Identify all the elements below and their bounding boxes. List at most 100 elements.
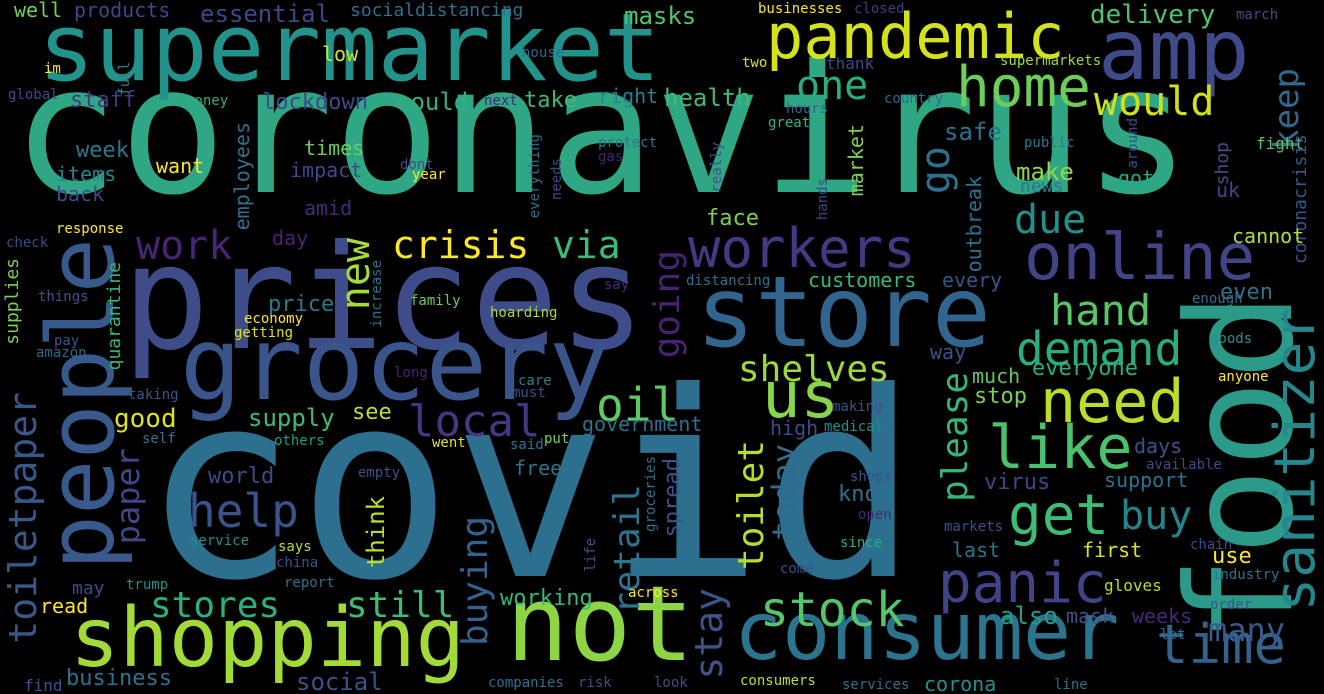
- word-quarantine: quarantine: [104, 262, 125, 371]
- word-long: long: [394, 365, 428, 381]
- word-care: care: [518, 373, 552, 389]
- word-outbreak: outbreak: [962, 176, 986, 273]
- word-health: health: [664, 84, 751, 112]
- word-industry: industry: [1212, 567, 1280, 583]
- word-anyone: anyone: [1218, 369, 1269, 385]
- word-house: house: [522, 45, 565, 61]
- word-read: read: [40, 594, 89, 618]
- word-right: right: [598, 84, 659, 108]
- word-socialdistancing: socialdistancing: [350, 0, 524, 21]
- word-via: via: [552, 223, 621, 267]
- word-weeks: weeks: [1132, 604, 1193, 628]
- word-not: not: [506, 563, 694, 685]
- word-great: great: [768, 115, 811, 131]
- word-around: around: [1125, 118, 1141, 169]
- word-got: got: [1118, 166, 1155, 190]
- word-said: said: [510, 437, 544, 453]
- word-closed: closed: [854, 1, 905, 17]
- word-life: life: [583, 538, 599, 572]
- word-amazon: amazon: [36, 345, 87, 361]
- word-oil: oil: [596, 378, 680, 432]
- word-staff: staff: [70, 88, 137, 113]
- word-making: making: [832, 399, 883, 415]
- word-report: report: [284, 575, 335, 591]
- word-crisis: crisis: [392, 223, 530, 267]
- word-good: good: [114, 404, 177, 434]
- word-country: country: [884, 91, 944, 107]
- word-paper: paper: [109, 448, 147, 545]
- word-local: local: [408, 396, 541, 447]
- word-enough: enough: [1192, 291, 1243, 307]
- word-china: china: [276, 555, 319, 571]
- word-medical: medical: [824, 419, 884, 435]
- word-goods: goods: [1210, 331, 1253, 347]
- word-sanitizer: sanitizer: [1263, 308, 1324, 612]
- word-needs: needs: [549, 158, 565, 201]
- word-increase: increase: [369, 260, 385, 328]
- word-taking: taking: [128, 387, 179, 403]
- word-pandemic: pandemic: [766, 0, 1065, 73]
- word-risk: risk: [578, 675, 612, 691]
- word-essential: essential: [200, 0, 331, 28]
- word-really: really: [709, 142, 725, 193]
- word-money: money: [186, 93, 229, 109]
- word-says: says: [278, 539, 312, 555]
- word-self: self: [142, 431, 176, 447]
- word-line: line: [1054, 677, 1088, 693]
- word-cannot: cannot: [1232, 224, 1305, 248]
- word-think: think: [362, 496, 390, 569]
- word-support: support: [1104, 468, 1189, 492]
- word-delivery: delivery: [1090, 0, 1216, 30]
- word-companies: companies: [488, 675, 564, 691]
- word-service: service: [190, 533, 250, 549]
- word-market: market: [844, 124, 868, 197]
- word-come: come: [780, 561, 814, 577]
- word-mask: mask: [1066, 604, 1115, 628]
- word-stock: stock: [760, 582, 905, 638]
- word-going: going: [647, 250, 688, 359]
- word-im: im: [44, 61, 61, 77]
- word-buy: buy: [1120, 493, 1193, 539]
- word-pay: pay: [54, 333, 80, 349]
- word-customers: customers: [808, 268, 917, 292]
- word-go: go: [913, 146, 959, 195]
- word-every: every: [942, 268, 1003, 292]
- word-week: week: [76, 138, 129, 163]
- word-prices: prices: [122, 214, 646, 383]
- word-things: things: [38, 289, 89, 305]
- word-stay: stay: [687, 588, 731, 680]
- word-services: services: [842, 677, 910, 693]
- word-shopping: shopping: [70, 591, 465, 686]
- word-low: low: [322, 42, 359, 66]
- word-hoarding: hoarding: [490, 305, 558, 321]
- word-days: days: [1134, 434, 1183, 458]
- word-buying: buying: [455, 516, 496, 647]
- word-time: time: [1156, 613, 1287, 676]
- word-day: day: [272, 226, 309, 250]
- word-chain: chain: [1190, 537, 1233, 553]
- word-free: free: [514, 456, 563, 480]
- word-global: global: [8, 87, 59, 103]
- word-use: use: [1212, 544, 1252, 569]
- word-amp: amp: [1098, 1, 1250, 99]
- word-two: two: [742, 55, 768, 71]
- word-know: know: [838, 482, 891, 507]
- word-open: open: [858, 507, 892, 523]
- word-dont: dont: [400, 157, 434, 173]
- word-coronavirus: coronavirus: [12, 27, 1191, 234]
- word-consumers: consumers: [740, 673, 816, 689]
- word-want: want: [156, 154, 205, 178]
- word-markets: markets: [944, 519, 1004, 535]
- word-still: still: [346, 585, 455, 626]
- word-social: social: [296, 668, 383, 694]
- word-everything: everything: [527, 134, 543, 219]
- word-times: times: [304, 136, 365, 160]
- word-working: working: [500, 586, 593, 611]
- word-take: take: [524, 88, 577, 113]
- word-items: items: [56, 162, 117, 186]
- word-high: high: [770, 416, 819, 440]
- word-us: us: [762, 359, 840, 433]
- word-could: could: [396, 88, 469, 116]
- word-much: much: [972, 364, 1021, 388]
